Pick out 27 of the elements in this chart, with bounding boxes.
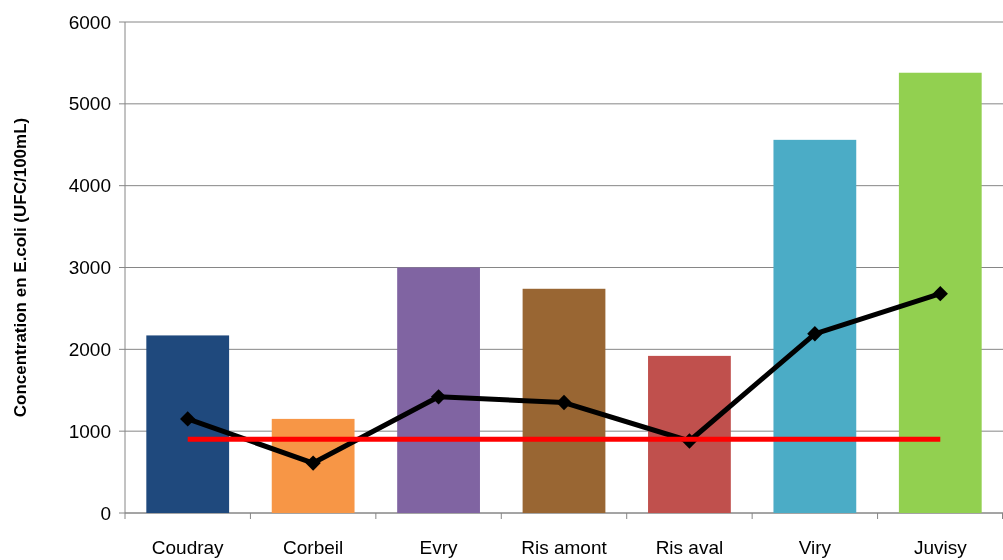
point bbox=[305, 455, 321, 471]
bar bbox=[146, 335, 230, 513]
point bbox=[807, 326, 823, 342]
bar bbox=[648, 355, 731, 513]
bar bbox=[773, 139, 857, 513]
point bbox=[430, 389, 447, 405]
x-tick-label: Ris amont bbox=[521, 537, 608, 558]
x-tick-label: Corbeil bbox=[283, 537, 344, 558]
x-tick-label: Viry bbox=[798, 537, 832, 558]
bar bbox=[397, 267, 480, 513]
x-tick-label: Ris aval bbox=[655, 537, 724, 558]
y-axis-title: Concentration en E.coli (UFC/100mL) bbox=[11, 117, 30, 418]
y-tick-label: 2000 bbox=[68, 338, 111, 360]
y-tick-label: 1000 bbox=[68, 420, 111, 442]
point bbox=[180, 411, 196, 427]
x-tick-label: Juvisy bbox=[913, 537, 968, 558]
y-tick-label: 3000 bbox=[68, 257, 111, 279]
bar bbox=[522, 288, 606, 513]
point bbox=[932, 286, 948, 302]
x-tick-label: Coudray bbox=[151, 537, 225, 558]
y-tick-label: 4000 bbox=[68, 175, 111, 197]
bar bbox=[898, 72, 982, 513]
y-tick-label: 5000 bbox=[68, 93, 111, 115]
y-tick-label: 6000 bbox=[68, 11, 111, 33]
y-tick-label: 0 bbox=[100, 502, 111, 524]
point bbox=[556, 394, 572, 411]
x-tick-label: Evry bbox=[419, 537, 459, 558]
